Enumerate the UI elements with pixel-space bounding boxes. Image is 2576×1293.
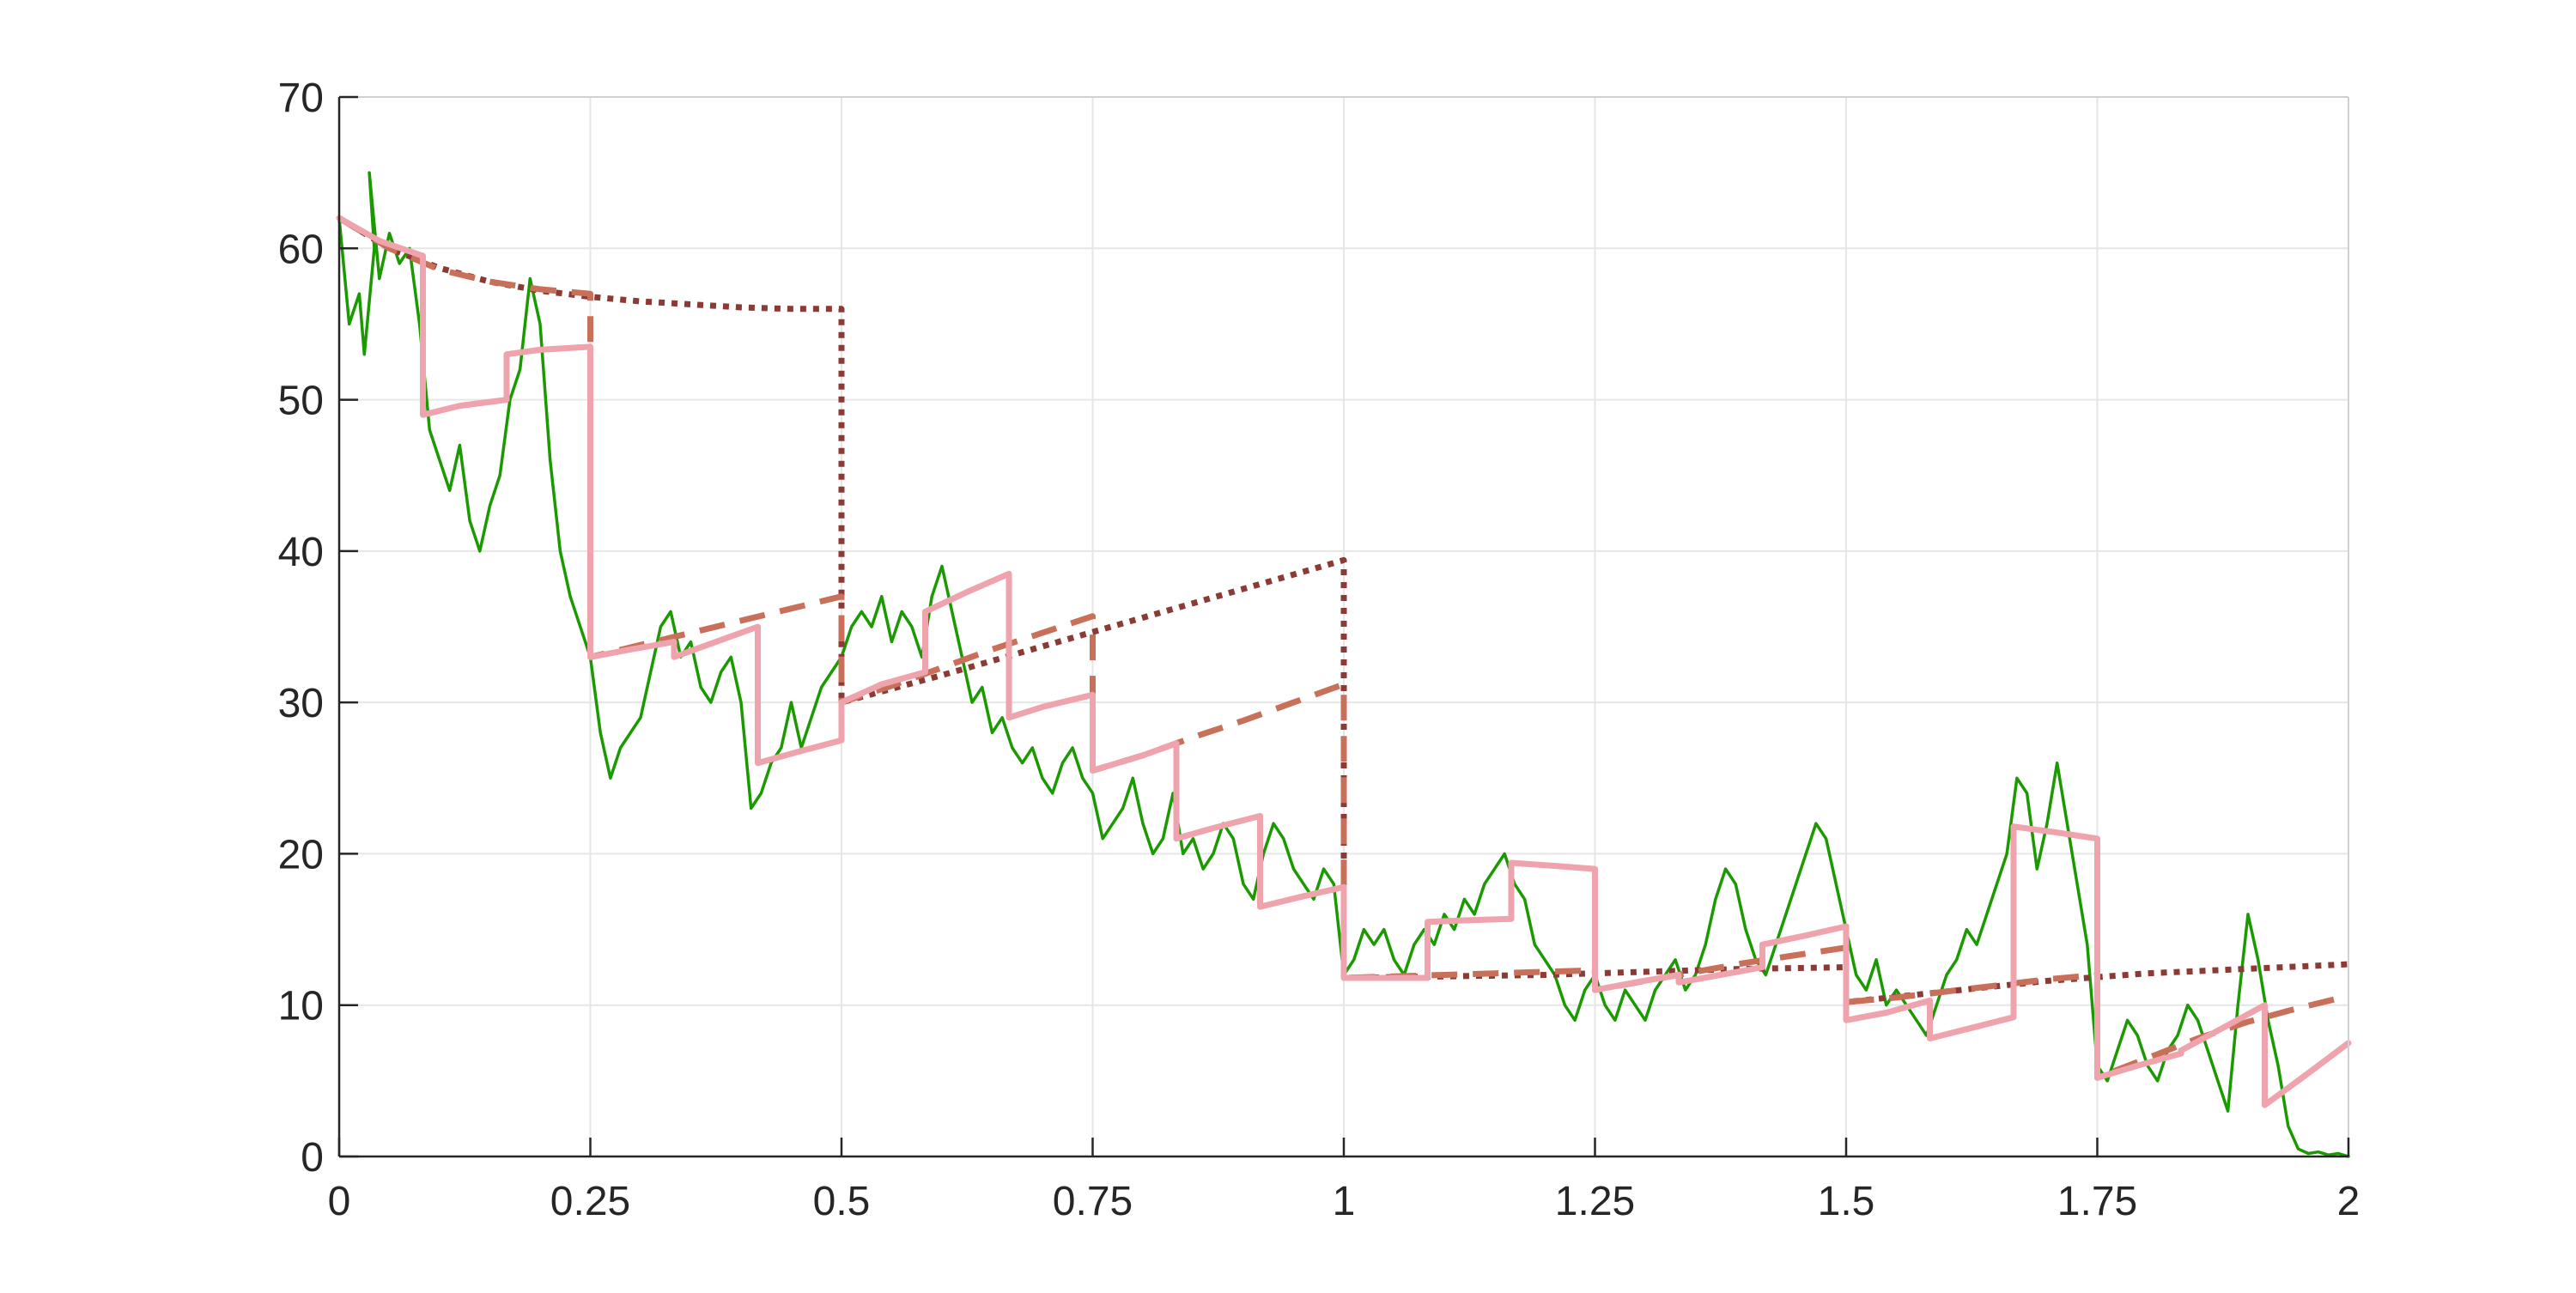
x-tick-label: 0.5 <box>813 1179 871 1224</box>
y-axis-ticks: 0 10 20 30 40 50 60 70 <box>278 76 358 1181</box>
x-axis-ticks: 0 0.25 0.5 0.75 1 1.25 1.5 1.75 2 <box>328 1138 2360 1224</box>
x-tick-label: 2 <box>2337 1179 2360 1224</box>
x-tick-label: 0.75 <box>1053 1179 1133 1224</box>
x-tick-label: 0 <box>328 1179 351 1224</box>
series-layer <box>336 171 2352 1158</box>
y-tick-label: 0 <box>301 1135 324 1181</box>
x-tick-label: 1 <box>1333 1179 1356 1224</box>
x-tick-label: 1.75 <box>2057 1179 2137 1224</box>
grid <box>338 96 2349 1157</box>
y-tick-label: 60 <box>278 227 324 272</box>
x-tick-label: 1.25 <box>1555 1179 1635 1224</box>
y-tick-label: 10 <box>278 984 324 1029</box>
y-tick-label: 20 <box>278 832 324 877</box>
y-tick-label: 40 <box>278 530 324 575</box>
x-tick-label: 1.5 <box>1818 1179 1875 1224</box>
series-line-solid-thick <box>336 215 2352 1108</box>
x-tick-label: 0.25 <box>550 1179 630 1224</box>
y-tick-label: 50 <box>278 379 324 424</box>
y-tick-label: 70 <box>278 76 324 121</box>
series-line-dashed <box>337 216 2349 1081</box>
y-tick-label: 30 <box>278 681 324 726</box>
